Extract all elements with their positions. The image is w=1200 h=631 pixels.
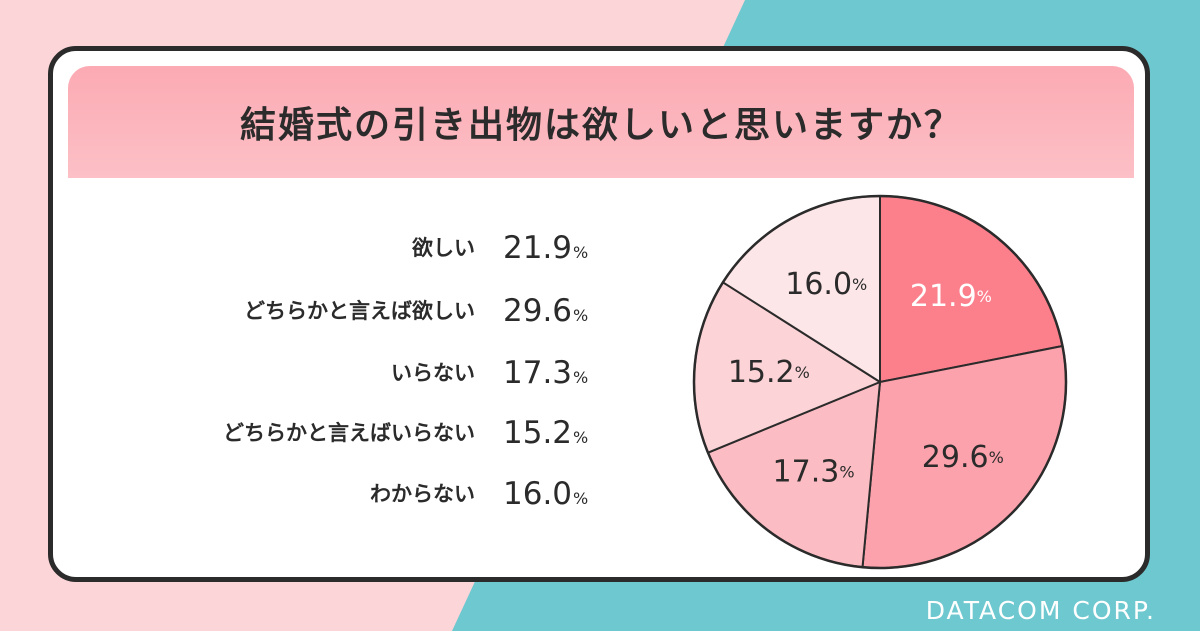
legend-value-number: 16.0 [503,476,573,512]
legend-value-number: 15.2 [503,415,573,451]
legend-value-unit: % [573,306,589,325]
legend-value-unit: % [573,243,589,262]
chart-title: 結婚式の引き出物は欲しいと思いますか？ [239,105,962,146]
legend-row: いらない 17.3% [53,348,653,398]
pie-outline [692,194,1068,570]
legend-value: 17.3% [503,348,588,398]
legend-row: どちらかと言えばいらない 15.2% [53,408,653,458]
legend-row: 欲しい 21.9% [53,223,653,273]
legend-label: どちらかと言えばいらない [223,421,475,445]
legend-value-unit: % [573,489,589,508]
slice-label: 17.3% [773,454,855,489]
legend-label: どちらかと言えば欲しい [244,299,475,323]
legend-value-unit: % [573,368,589,387]
legend: 欲しい 21.9% どちらかと言えば欲しい 29.6% いらない 17.3% ど… [53,51,653,577]
legend-value: 16.0% [503,469,588,519]
slice-label: 15.2% [728,355,810,390]
legend-row: わからない 16.0% [53,469,653,519]
slice-label: 16.0% [785,267,867,302]
pie-chart: 21.9% 29.6% 17.3% 15.2% 16.0% [692,194,1068,570]
legend-label: 欲しい [412,236,475,260]
legend-value-unit: % [573,428,589,447]
title-band: 結婚式の引き出物は欲しいと思いますか？ [68,66,1134,178]
legend-value: 15.2% [503,408,588,458]
legend-value: 29.6% [503,286,588,336]
legend-label: いらない [391,361,475,385]
legend-label: わからない [370,482,475,506]
legend-value-number: 17.3 [503,355,573,391]
content-card: 結婚式の引き出物は欲しいと思いますか？ 欲しい 21.9% どちらかと言えば欲し… [48,46,1150,582]
legend-row: どちらかと言えば欲しい 29.6% [53,286,653,336]
legend-value-number: 29.6 [503,293,573,329]
legend-value: 21.9% [503,223,588,273]
slice-label: 29.6% [922,439,1004,474]
legend-value-number: 21.9 [503,230,573,266]
company-credit: DATACOM CORP. [925,596,1156,625]
slice-label: 21.9% [910,278,992,313]
